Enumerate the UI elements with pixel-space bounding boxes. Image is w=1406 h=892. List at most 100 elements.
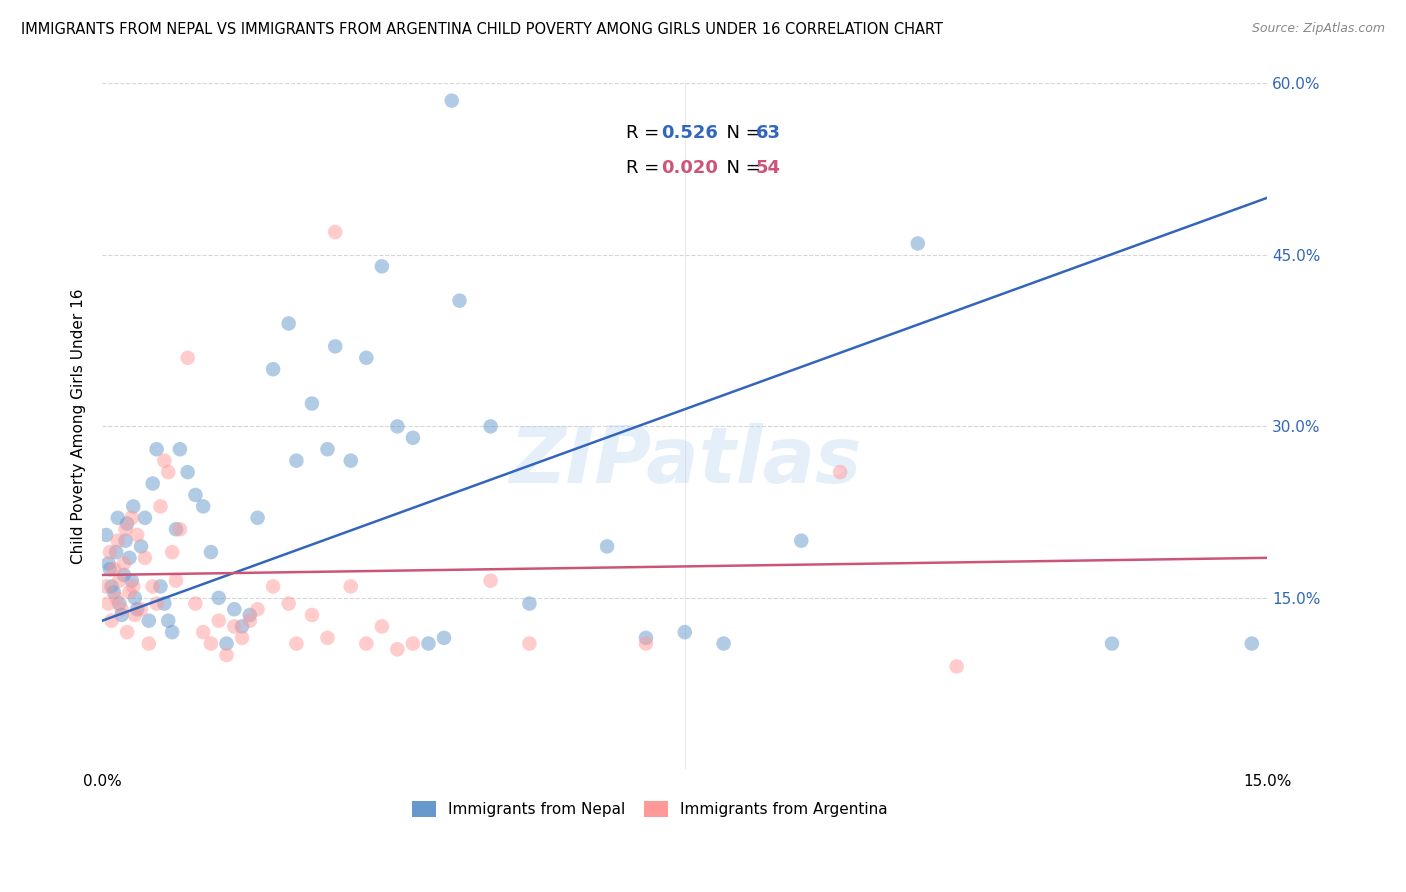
- Legend: Immigrants from Nepal, Immigrants from Argentina: Immigrants from Nepal, Immigrants from A…: [405, 795, 894, 823]
- Point: [262, 362, 284, 376]
- Point: [115, 625, 138, 640]
- Point: [634, 636, 657, 650]
- Point: [160, 625, 183, 640]
- Point: [193, 625, 215, 640]
- Point: [114, 522, 136, 536]
- Point: [356, 351, 378, 365]
- Point: [111, 602, 134, 616]
- Point: [98, 562, 121, 576]
- Point: [356, 636, 378, 650]
- Point: [323, 225, 346, 239]
- Point: [418, 636, 440, 650]
- Point: [165, 522, 187, 536]
- Point: [129, 602, 152, 616]
- Point: [433, 631, 456, 645]
- Text: N =: N =: [716, 124, 766, 142]
- Point: [107, 511, 129, 525]
- Point: [316, 442, 339, 457]
- Text: Source: ZipAtlas.com: Source: ZipAtlas.com: [1251, 22, 1385, 36]
- Point: [224, 619, 246, 633]
- Point: [371, 619, 394, 633]
- Point: [103, 585, 125, 599]
- Point: [112, 557, 135, 571]
- Point: [118, 585, 141, 599]
- Point: [790, 533, 813, 548]
- Text: 0.020: 0.020: [662, 159, 718, 177]
- Point: [519, 636, 541, 650]
- Point: [387, 419, 409, 434]
- Point: [165, 574, 187, 588]
- Point: [339, 453, 361, 467]
- Point: [98, 545, 121, 559]
- Point: [402, 431, 425, 445]
- Point: [127, 528, 149, 542]
- Point: [138, 636, 160, 650]
- Point: [215, 648, 238, 662]
- Point: [239, 607, 262, 622]
- Point: [634, 631, 657, 645]
- Point: [112, 568, 135, 582]
- Text: N =: N =: [716, 159, 766, 177]
- Point: [157, 465, 180, 479]
- Point: [153, 597, 176, 611]
- Point: [402, 636, 425, 650]
- Point: [142, 579, 165, 593]
- Point: [224, 602, 246, 616]
- Point: [134, 511, 156, 525]
- Point: [97, 557, 120, 571]
- Point: [830, 465, 852, 479]
- Text: 63: 63: [756, 124, 780, 142]
- Text: R =: R =: [627, 159, 665, 177]
- Point: [157, 614, 180, 628]
- Point: [138, 614, 160, 628]
- Point: [97, 597, 120, 611]
- Point: [596, 540, 619, 554]
- Text: 54: 54: [756, 159, 780, 177]
- Point: [114, 533, 136, 548]
- Point: [145, 597, 167, 611]
- Point: [277, 597, 299, 611]
- Point: [193, 500, 215, 514]
- Point: [100, 614, 122, 628]
- Point: [907, 236, 929, 251]
- Point: [100, 579, 122, 593]
- Point: [94, 579, 117, 593]
- Point: [160, 545, 183, 559]
- Point: [169, 522, 191, 536]
- Point: [94, 528, 117, 542]
- Point: [479, 574, 502, 588]
- Point: [246, 511, 269, 525]
- Point: [231, 631, 253, 645]
- Point: [479, 419, 502, 434]
- Point: [103, 562, 125, 576]
- Point: [945, 659, 967, 673]
- Point: [176, 351, 198, 365]
- Point: [149, 579, 172, 593]
- Point: [108, 574, 131, 588]
- Point: [713, 636, 735, 650]
- Point: [387, 642, 409, 657]
- Point: [1240, 636, 1263, 650]
- Text: 0.526: 0.526: [662, 124, 718, 142]
- Point: [121, 574, 143, 588]
- Point: [176, 465, 198, 479]
- Point: [118, 550, 141, 565]
- Point: [107, 533, 129, 548]
- Point: [239, 614, 262, 628]
- Point: [449, 293, 471, 308]
- Point: [149, 500, 172, 514]
- Point: [105, 545, 128, 559]
- Point: [184, 488, 207, 502]
- Point: [122, 500, 145, 514]
- Point: [169, 442, 191, 457]
- Point: [371, 260, 394, 274]
- Point: [184, 597, 207, 611]
- Point: [246, 602, 269, 616]
- Point: [124, 591, 146, 605]
- Point: [262, 579, 284, 593]
- Point: [316, 631, 339, 645]
- Point: [323, 339, 346, 353]
- Text: ZIPatlas: ZIPatlas: [509, 423, 860, 499]
- Point: [339, 579, 361, 593]
- Point: [285, 453, 308, 467]
